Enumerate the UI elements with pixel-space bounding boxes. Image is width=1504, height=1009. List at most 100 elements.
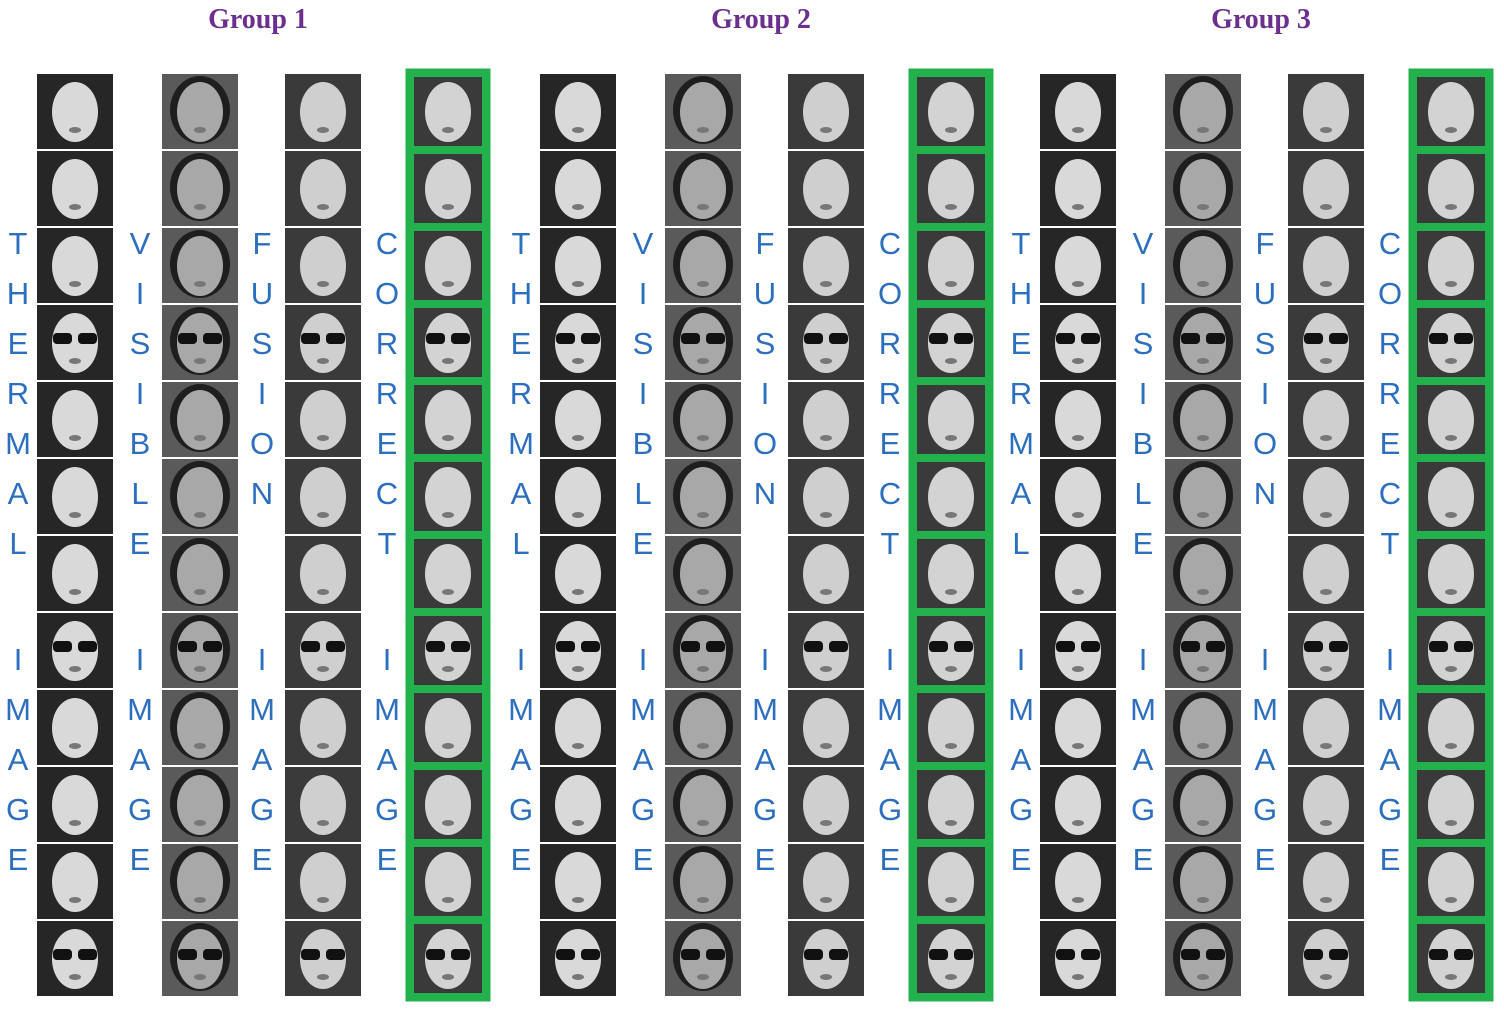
sunglasses: [556, 949, 575, 960]
face: [680, 467, 726, 527]
mouth: [69, 435, 81, 441]
face-image: [913, 381, 989, 458]
sunglasses: [178, 949, 197, 960]
face: [1303, 159, 1349, 219]
face: [803, 775, 849, 835]
mouth: [1445, 743, 1457, 749]
face-image: [285, 305, 361, 380]
face-image: [37, 690, 113, 765]
face: [1303, 929, 1349, 989]
face-image: [665, 74, 741, 149]
face: [177, 82, 223, 142]
mouth: [1320, 435, 1332, 441]
face-image: [540, 382, 616, 457]
face: [1180, 390, 1226, 450]
face-image: [913, 73, 989, 150]
face: [177, 698, 223, 758]
face-image: [162, 74, 238, 149]
face: [803, 544, 849, 604]
face-image: [788, 690, 864, 765]
face: [52, 390, 98, 450]
face: [300, 775, 346, 835]
face: [555, 390, 601, 450]
mouth: [945, 974, 957, 980]
mouth: [317, 127, 329, 133]
face: [177, 621, 223, 681]
face-image: [788, 613, 864, 688]
mouth: [442, 666, 454, 672]
face: [425, 852, 471, 912]
mouth: [1320, 281, 1332, 287]
face: [425, 390, 471, 450]
face: [1303, 390, 1349, 450]
face: [425, 236, 471, 296]
sunglasses: [178, 641, 197, 652]
mouth: [1197, 897, 1209, 903]
face: [680, 929, 726, 989]
face: [1428, 82, 1474, 142]
face-image: [540, 767, 616, 842]
face: [1180, 929, 1226, 989]
face-image: [1165, 228, 1241, 303]
mouth: [194, 897, 206, 903]
face-image: [665, 767, 741, 842]
mouth: [69, 820, 81, 826]
face: [555, 929, 601, 989]
face: [177, 852, 223, 912]
face: [177, 236, 223, 296]
face: [52, 621, 98, 681]
face-image: [410, 920, 486, 997]
mouth: [1197, 204, 1209, 210]
correct-frame: [913, 73, 989, 150]
face-image: [162, 690, 238, 765]
mouth: [697, 974, 709, 980]
mouth: [572, 358, 584, 364]
face-image: [285, 536, 361, 611]
face-image: [665, 382, 741, 457]
face-image: [788, 844, 864, 919]
sunglasses: [1081, 949, 1100, 960]
correct-frame: [410, 920, 486, 997]
face: [1428, 775, 1474, 835]
mouth: [69, 512, 81, 518]
face-image: [665, 459, 741, 534]
column-label-bottom: IMAGE: [748, 642, 783, 892]
face: [803, 82, 849, 142]
correct-frame: [410, 381, 486, 458]
face-image: [162, 767, 238, 842]
face: [300, 236, 346, 296]
mouth: [572, 281, 584, 287]
mouth: [697, 666, 709, 672]
mouth: [1072, 820, 1084, 826]
face-image: [285, 459, 361, 534]
sunglasses: [53, 949, 72, 960]
face-image: [1288, 844, 1364, 919]
face-image: [665, 844, 741, 919]
mouth: [945, 127, 957, 133]
correct-frame: [1413, 843, 1489, 920]
sunglasses: [929, 641, 948, 652]
sunglasses: [1056, 641, 1075, 652]
column-label-bottom: IMAGE: [1373, 642, 1408, 892]
correct-frame: [1413, 150, 1489, 227]
face-image: [162, 305, 238, 380]
sunglasses: [681, 641, 700, 652]
mouth: [317, 743, 329, 749]
mouth: [194, 666, 206, 672]
face: [1303, 621, 1349, 681]
face-image: [913, 766, 989, 843]
face: [803, 159, 849, 219]
correct-frame: [1413, 73, 1489, 150]
face-image: [1288, 74, 1364, 149]
mouth: [194, 435, 206, 441]
column-label-top: FUSION: [748, 226, 783, 526]
sunglasses: [1329, 641, 1348, 652]
face-image: [37, 382, 113, 457]
mouth: [69, 666, 81, 672]
face-image: [540, 305, 616, 380]
face: [52, 929, 98, 989]
correct-frame: [1413, 227, 1489, 304]
mouth: [442, 358, 454, 364]
mouth: [820, 127, 832, 133]
face-image: [788, 228, 864, 303]
